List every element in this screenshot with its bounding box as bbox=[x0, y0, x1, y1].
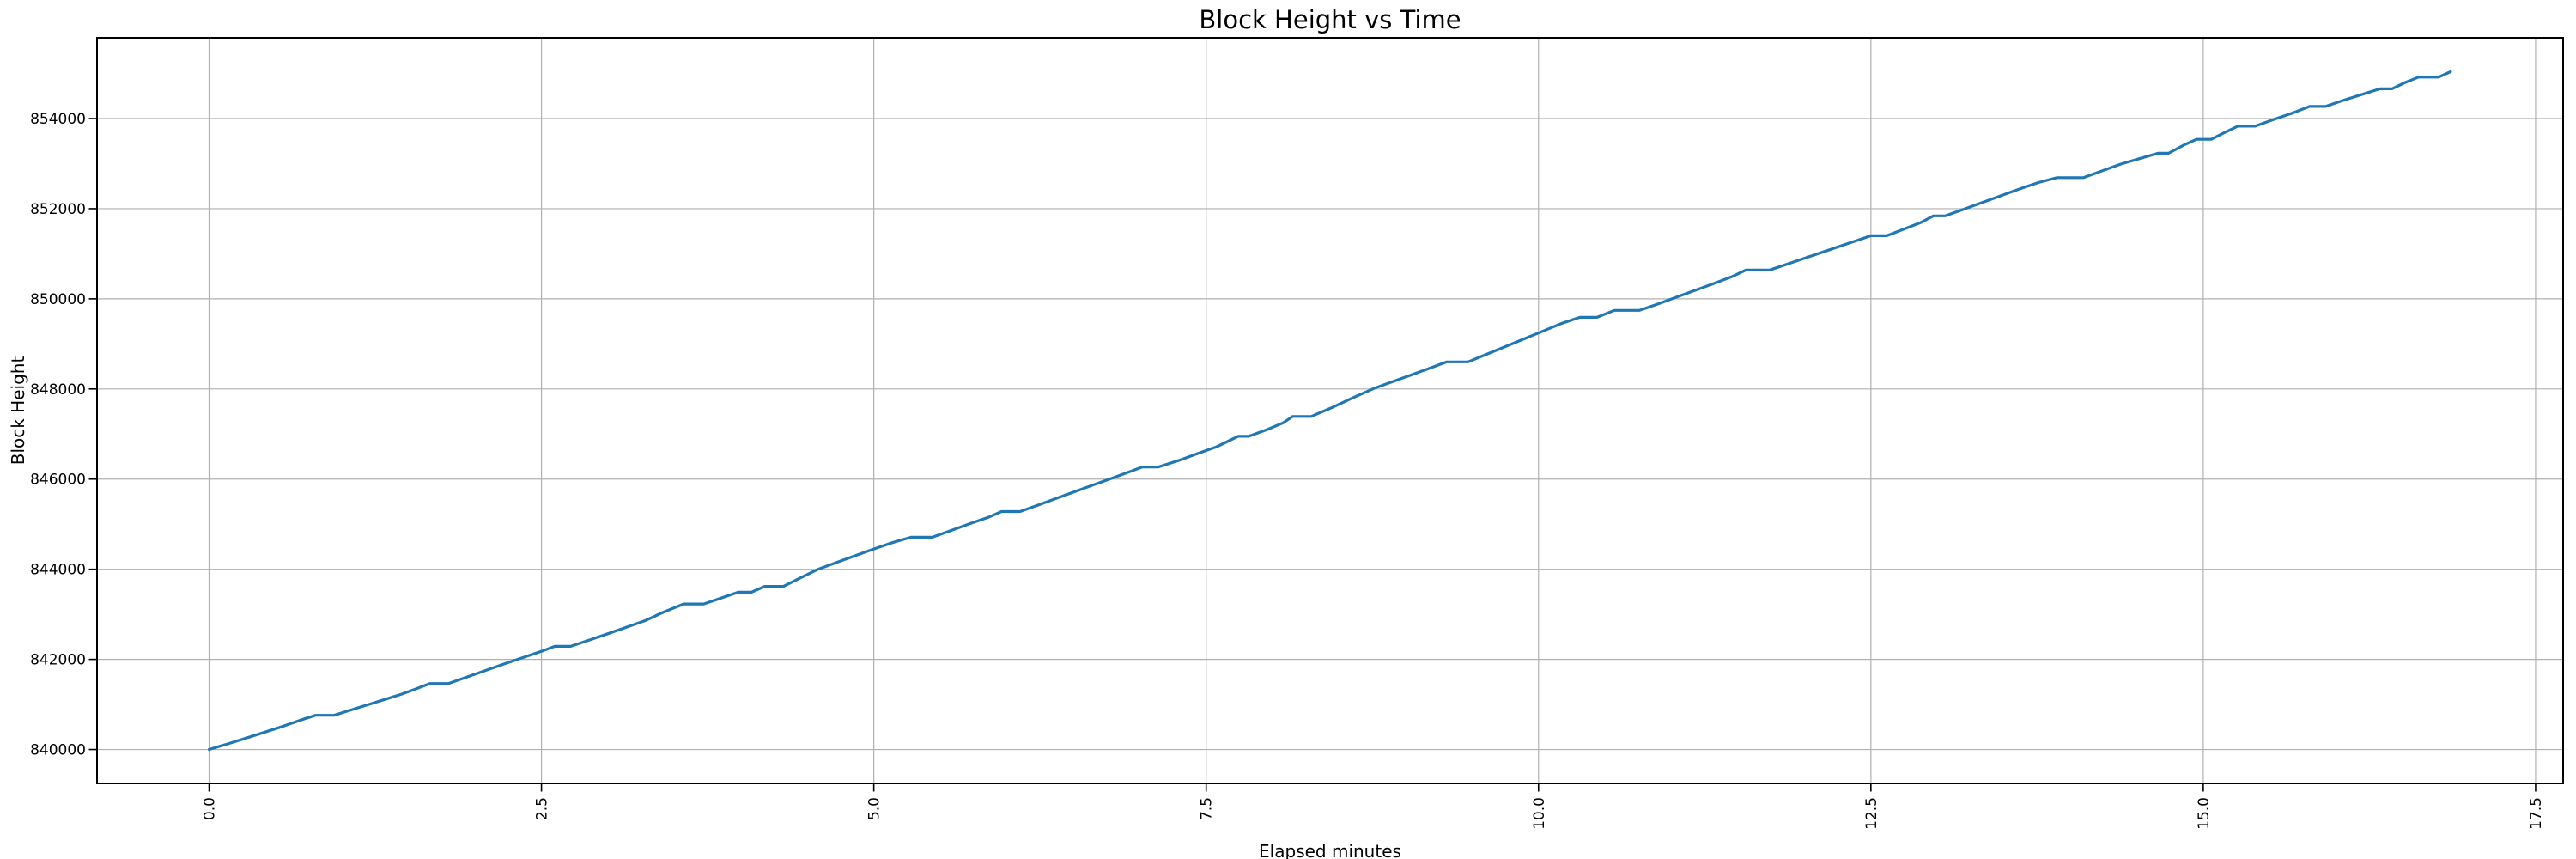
chart-title: Block Height vs Time bbox=[1199, 5, 1461, 34]
y-tick-label: 842000 bbox=[30, 652, 86, 669]
data-line bbox=[207, 70, 2452, 752]
x-axis-label: Elapsed minutes bbox=[1259, 841, 1401, 859]
y-tick-label: 846000 bbox=[30, 472, 86, 489]
x-tick-label: 5.0 bbox=[866, 797, 884, 820]
y-tick-label: 844000 bbox=[30, 562, 86, 579]
y-tick-label: 850000 bbox=[30, 291, 86, 308]
y-tick-label: 840000 bbox=[30, 742, 86, 759]
y-tick-label: 854000 bbox=[30, 111, 86, 128]
y-tick-label: 848000 bbox=[30, 381, 86, 399]
x-tick-label: 17.5 bbox=[2528, 797, 2545, 830]
y-tick-label: 852000 bbox=[30, 201, 86, 218]
x-tick-label: 15.0 bbox=[2196, 797, 2213, 830]
x-tick-label: 2.5 bbox=[534, 797, 551, 820]
y-axis-label: Block Height bbox=[8, 356, 28, 466]
x-tick-label: 0.0 bbox=[202, 797, 219, 820]
x-tick-label: 12.5 bbox=[1863, 797, 1880, 830]
x-tick-label: 10.0 bbox=[1531, 797, 1548, 830]
plot-border bbox=[96, 37, 2564, 784]
x-tick-label: 7.5 bbox=[1199, 797, 1216, 820]
